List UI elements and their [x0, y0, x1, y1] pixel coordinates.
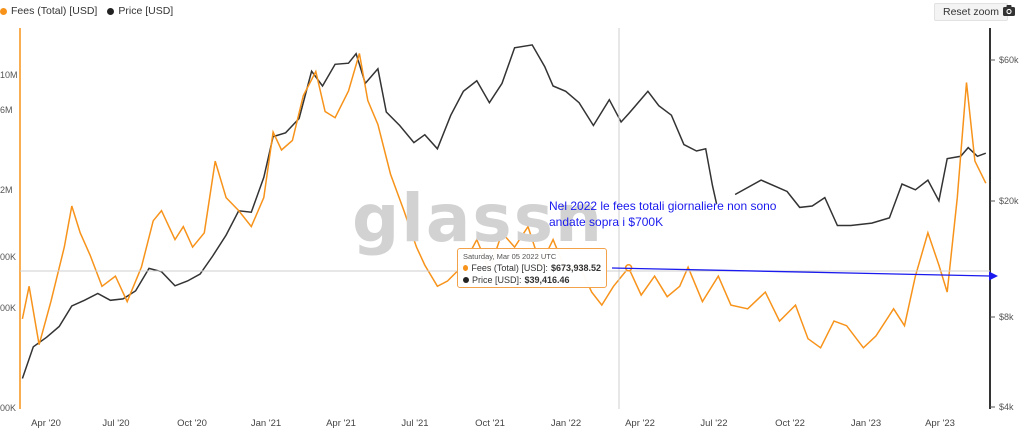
right-tick-label: $4k [999, 402, 1014, 412]
tooltip-fees-value: $673,938.52 [550, 263, 601, 273]
price-series-line [21, 44, 718, 379]
left-tick-label: 6M [0, 105, 13, 115]
tooltip-price-dot [463, 277, 469, 283]
legend-item-price[interactable]: Price [USD] [107, 5, 173, 17]
annotation-text: Nel 2022 le fees totali giornaliere non … [549, 199, 777, 229]
legend-price-dot [107, 7, 115, 15]
left-tick-label: 2M [0, 185, 13, 195]
tooltip-price-value: $39,416.46 [524, 275, 570, 285]
reset-zoom-button[interactable]: Reset zoom [934, 3, 1009, 21]
legend-fees-dot [0, 7, 7, 15]
reference-line [611, 267, 991, 277]
x-tick-label: Jul '22 [700, 418, 727, 429]
right-tick-label: $20k [999, 196, 1019, 206]
legend-price-label: Price [USD] [118, 5, 174, 17]
right-tick-label: $8k [999, 312, 1014, 322]
tooltip-fees-label: Fees (Total) [USD]: [471, 263, 548, 273]
x-tick-label: Oct '21 [475, 418, 505, 429]
x-tick-label: Jan '22 [551, 418, 581, 429]
tooltip-fees-row: Fees (Total) [USD]: $673,938.52 [463, 262, 601, 274]
reference-arrowhead [989, 271, 998, 281]
tooltip-date: Saturday, Mar 05 2022 UTC [463, 252, 557, 261]
tooltip-price-label: Price [USD]: [472, 275, 522, 285]
x-tick-label: Jan '23 [851, 418, 881, 429]
x-tick-label: Jan '21 [251, 418, 281, 429]
chart-legend: Fees (Total) [USD] Price [USD] [0, 3, 173, 19]
left-tick-label: 00K [0, 403, 16, 413]
tooltip-fees-dot [463, 265, 469, 271]
x-tick-label: Oct '20 [177, 418, 207, 429]
chart-tooltip: Saturday, Mar 05 2022 UTC Fees (Total) [… [457, 248, 607, 288]
left-tick-label: 00K [0, 303, 16, 313]
axes: 10M 6M 2M 00K 00K 00K $60k $20k $8k $4k Apr '20 Jul… [0, 28, 1019, 429]
legend-fees-label: Fees (Total) [USD] [11, 5, 98, 17]
x-tick-label: Jul '21 [401, 418, 428, 429]
tooltip-price-row: Price [USD]: $39,416.46 [463, 274, 601, 286]
left-tick-label: 00K [0, 252, 16, 262]
x-tick-label: Oct '22 [775, 418, 805, 429]
x-tick-label: Apr '21 [326, 418, 356, 429]
legend-item-fees[interactable]: Fees (Total) [USD] [0, 5, 97, 17]
camera-icon[interactable] [1002, 4, 1016, 17]
left-tick-label: 10M [0, 70, 18, 80]
right-tick-label: $60k [999, 55, 1019, 65]
x-tick-label: Apr '22 [625, 418, 655, 429]
x-tick-label: Jul '20 [102, 418, 129, 429]
x-tick-label: Apr '20 [31, 418, 61, 429]
x-tick-label: Apr '23 [925, 418, 955, 429]
glassnode-watermark: glassn [352, 180, 604, 257]
